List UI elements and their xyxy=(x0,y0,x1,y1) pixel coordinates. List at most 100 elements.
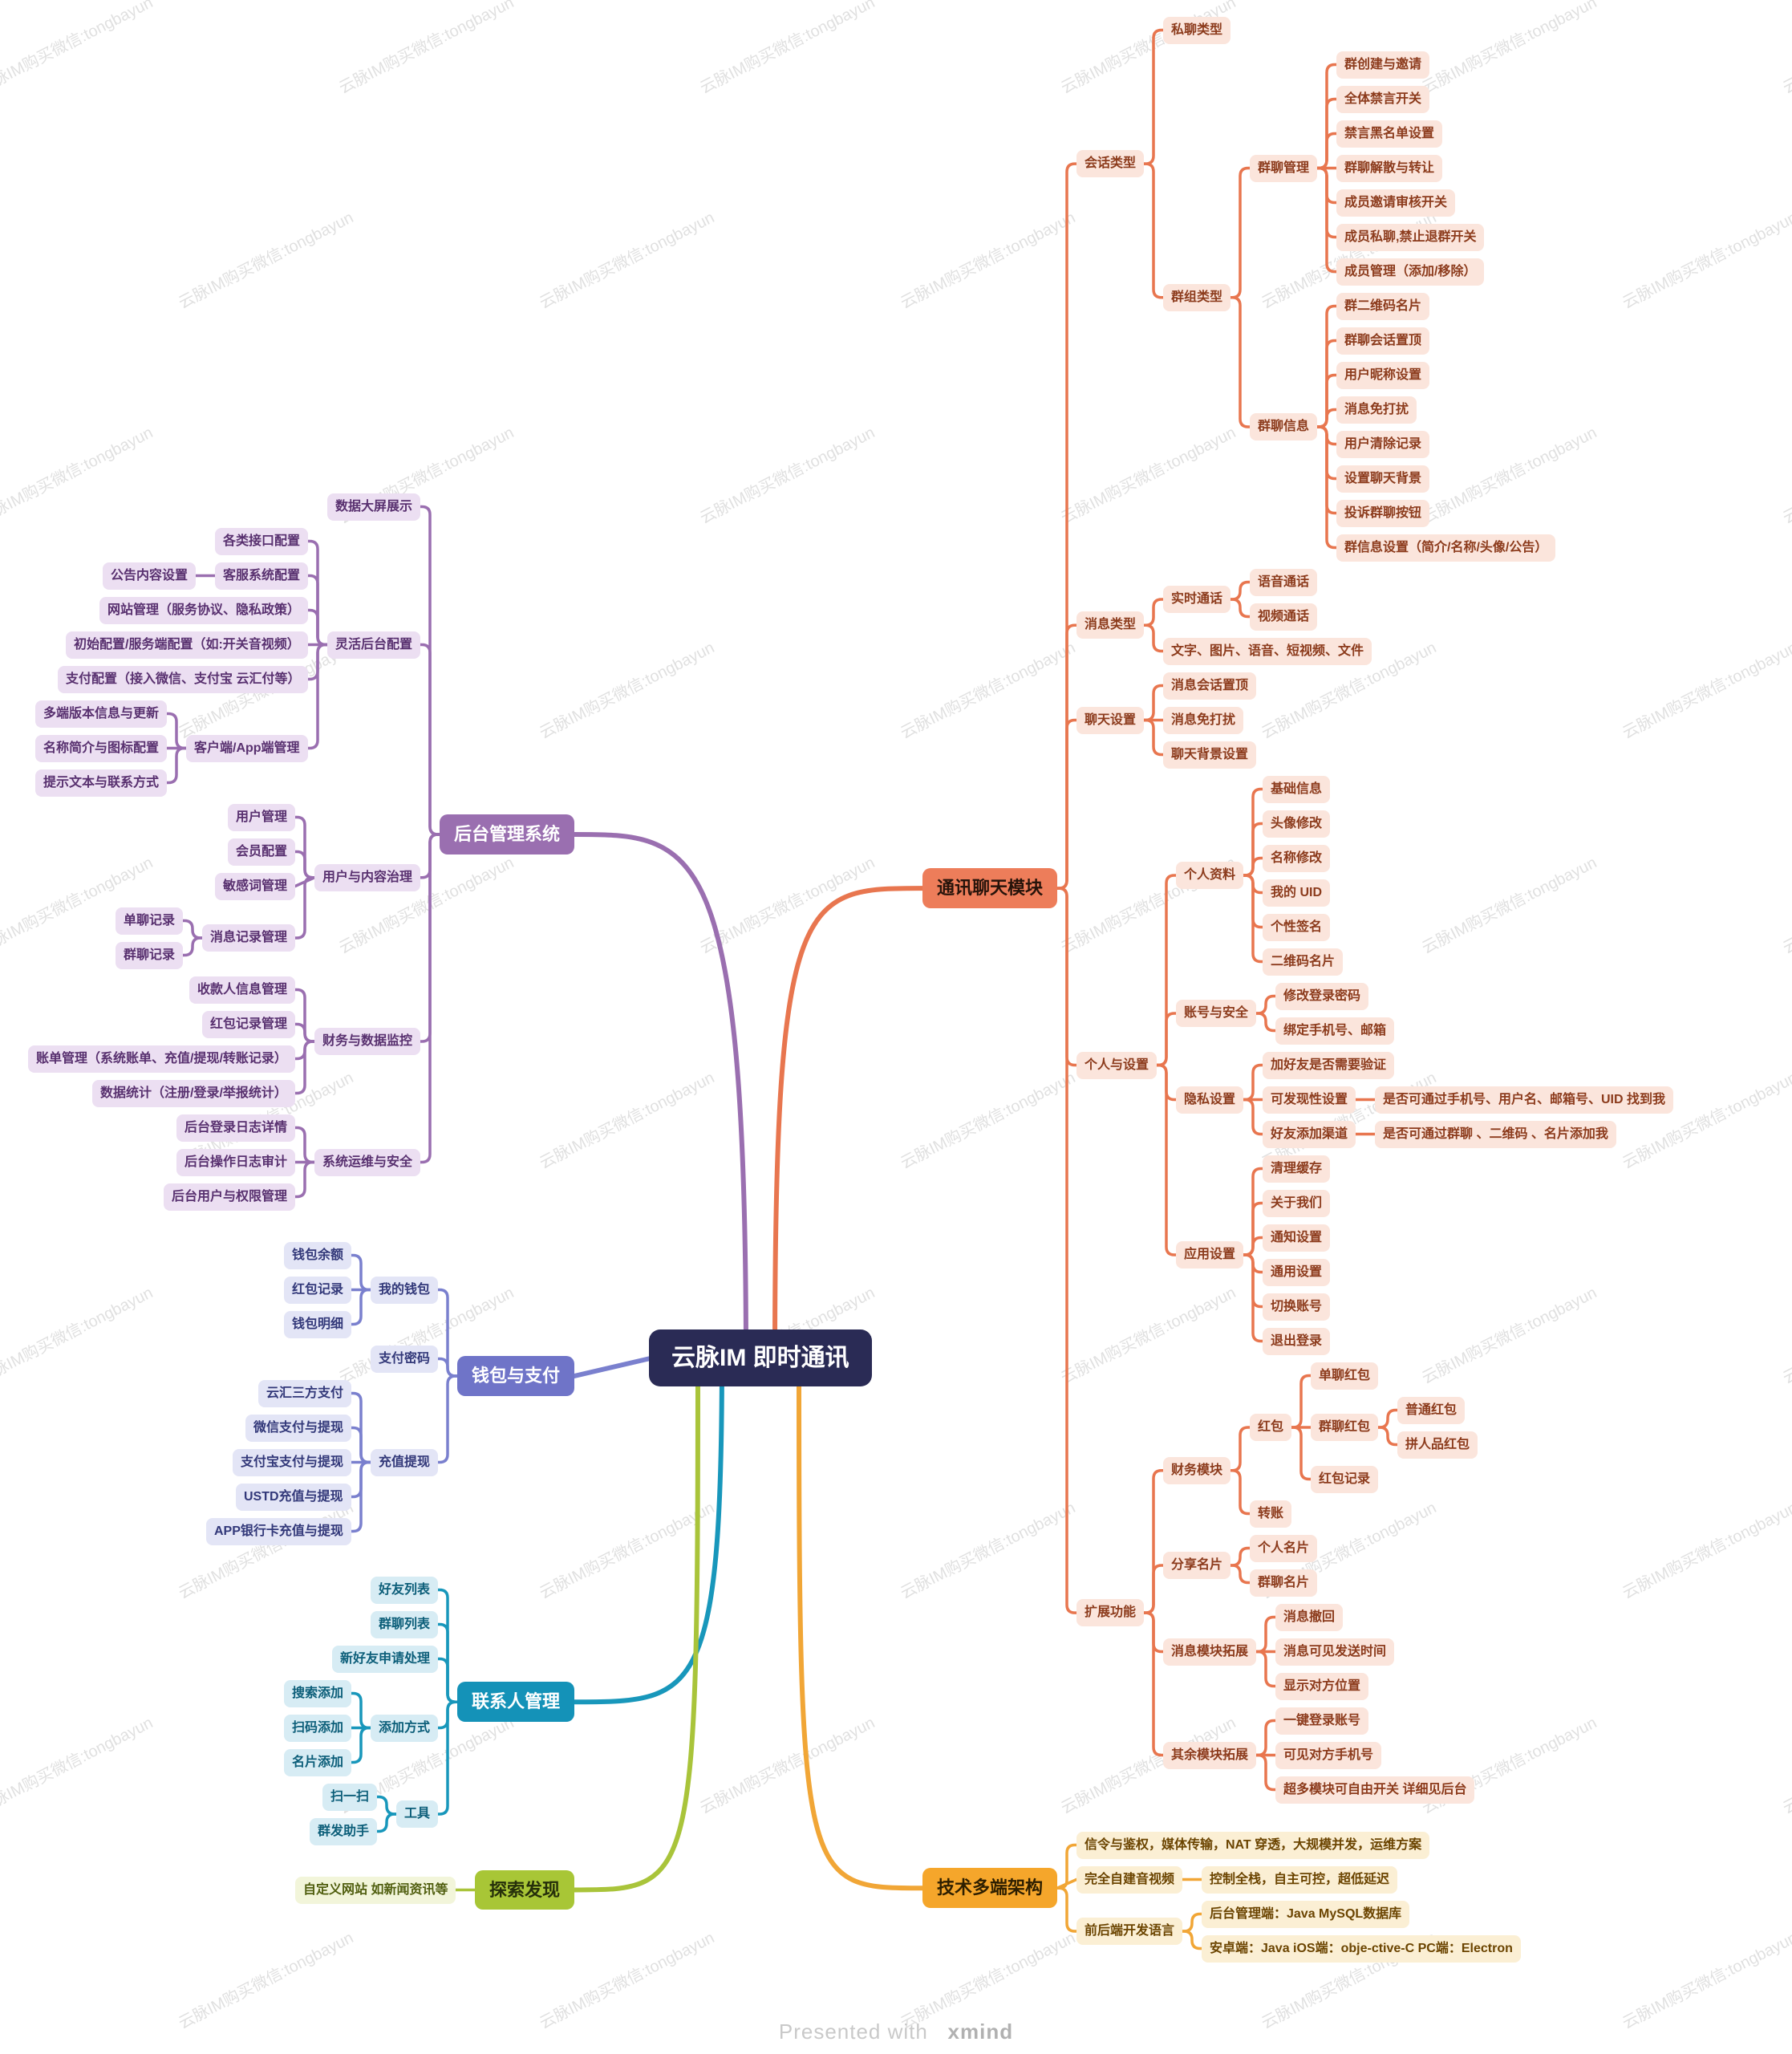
topic-node[interactable]: 用户管理 xyxy=(228,803,296,831)
topic-node[interactable]: 群聊解散与转让 xyxy=(1336,154,1443,182)
topic-node[interactable]: 红包 xyxy=(1250,1414,1292,1441)
topic-node[interactable]: 数据大屏展示 xyxy=(327,493,421,521)
topic-node[interactable]: 视频通话 xyxy=(1250,603,1318,631)
topic-node[interactable]: 客户端/App端管理 xyxy=(186,734,308,762)
topic-node[interactable]: 群信息设置（简介/名称/头像/公告） xyxy=(1336,534,1556,562)
branch-node[interactable]: 技术多端架构 xyxy=(922,1868,1058,1908)
topic-node[interactable]: 名称简介与图标配置 xyxy=(35,734,168,762)
topic-node[interactable]: 用户清除记录 xyxy=(1336,430,1430,458)
topic-node[interactable]: 收款人信息管理 xyxy=(189,976,296,1004)
topic-node[interactable]: 后台管理端：Java MySQL数据库 xyxy=(1202,1900,1410,1928)
topic-node[interactable]: 扩展功能 xyxy=(1076,1599,1145,1627)
topic-node[interactable]: 灵活后台配置 xyxy=(327,631,421,659)
topic-node[interactable]: 财务模块 xyxy=(1163,1456,1231,1484)
topic-node[interactable]: 绑定手机号、邮箱 xyxy=(1275,1017,1395,1045)
topic-node[interactable]: 成员管理（添加/移除） xyxy=(1336,258,1485,286)
topic-node[interactable]: 用户昵称设置 xyxy=(1336,361,1430,389)
topic-node[interactable]: 一键登录账号 xyxy=(1275,1707,1369,1735)
branch-node[interactable]: 钱包与支付 xyxy=(457,1356,575,1396)
topic-node[interactable]: 消息类型 xyxy=(1076,611,1145,639)
topic-node[interactable]: 后台用户与权限管理 xyxy=(164,1183,296,1211)
topic-node[interactable]: 客服系统配置 xyxy=(215,562,309,590)
topic-node[interactable]: 超多模块可自由开关 详细见后台 xyxy=(1275,1776,1475,1804)
branch-node[interactable]: 通讯聊天模块 xyxy=(922,868,1058,908)
topic-node[interactable]: 后台操作日志审计 xyxy=(176,1148,296,1176)
topic-node[interactable]: 是否可通过群聊 、二维码 、名片添加我 xyxy=(1375,1120,1616,1148)
topic-node[interactable]: 修改登录密码 xyxy=(1275,982,1369,1010)
topic-node[interactable]: 设置聊天背景 xyxy=(1336,465,1430,493)
topic-node[interactable]: 通用设置 xyxy=(1263,1258,1331,1286)
topic-node[interactable]: 云汇三方支付 xyxy=(258,1379,352,1407)
topic-node[interactable]: 安卓端：Java iOS端：obje-ctive-C PC端：Electron xyxy=(1202,1934,1521,1963)
topic-node[interactable]: 钱包明细 xyxy=(284,1310,352,1338)
topic-node[interactable]: 个人名片 xyxy=(1250,1534,1318,1562)
topic-node[interactable]: 禁言黑名单设置 xyxy=(1336,120,1443,148)
topic-node[interactable]: 扫一扫 xyxy=(322,1783,378,1811)
topic-node[interactable]: 群创建与邀请 xyxy=(1336,51,1430,79)
topic-node[interactable]: 聊天设置 xyxy=(1076,706,1145,734)
topic-node[interactable]: 我的钱包 xyxy=(371,1276,439,1304)
topic-node[interactable]: 消息免打扰 xyxy=(1163,706,1244,734)
topic-node[interactable]: 提示文本与联系方式 xyxy=(35,769,168,797)
topic-node[interactable]: 关于我们 xyxy=(1263,1189,1331,1217)
topic-node[interactable]: 前后端开发语言 xyxy=(1076,1918,1183,1945)
topic-node[interactable]: 好友添加渠道 xyxy=(1263,1120,1356,1148)
topic-node[interactable]: 好友列表 xyxy=(371,1576,439,1604)
topic-node[interactable]: 群聊红包 xyxy=(1311,1414,1379,1441)
topic-node[interactable]: 用户与内容治理 xyxy=(314,863,421,891)
topic-node[interactable]: USTD充值与提现 xyxy=(236,1483,351,1511)
topic-node[interactable]: 加好友是否需要验证 xyxy=(1263,1051,1395,1079)
topic-node[interactable]: 个人资料 xyxy=(1176,862,1244,889)
topic-node[interactable]: 群聊列表 xyxy=(371,1610,439,1638)
topic-node[interactable]: 账号与安全 xyxy=(1176,1000,1257,1027)
topic-node[interactable]: 语音通话 xyxy=(1250,568,1318,596)
topic-node[interactable]: 消息会话置顶 xyxy=(1163,672,1257,700)
topic-node[interactable]: 私聊类型 xyxy=(1163,16,1231,44)
topic-node[interactable]: 群聊会话置顶 xyxy=(1336,327,1430,355)
topic-node[interactable]: 自定义网站 如新闻资讯等 xyxy=(295,1876,456,1904)
topic-node[interactable]: 支付配置（接入微信、支付宝 云汇付等） xyxy=(58,665,309,693)
topic-node[interactable]: 成员邀请审核开关 xyxy=(1336,189,1456,217)
topic-node[interactable]: 初始配置/服务端配置（如:开关音视频） xyxy=(66,631,308,659)
topic-node[interactable]: 群聊管理 xyxy=(1250,154,1318,182)
topic-node[interactable]: 单聊红包 xyxy=(1311,1362,1379,1390)
topic-node[interactable]: 可见对方手机号 xyxy=(1275,1741,1382,1769)
topic-node[interactable]: 通知设置 xyxy=(1263,1224,1331,1252)
topic-node[interactable]: 群聊记录 xyxy=(116,941,184,969)
branch-node[interactable]: 探索发现 xyxy=(475,1869,575,1910)
topic-node[interactable]: 各类接口配置 xyxy=(215,527,309,555)
topic-node[interactable]: 清理缓存 xyxy=(1263,1155,1331,1183)
topic-node[interactable]: 隐私设置 xyxy=(1176,1086,1244,1114)
topic-node[interactable]: 多端版本信息与更新 xyxy=(35,700,168,728)
topic-node[interactable]: 转账 xyxy=(1250,1500,1292,1528)
topic-node[interactable]: 普通红包 xyxy=(1397,1396,1466,1424)
topic-node[interactable]: 投诉群聊按钮 xyxy=(1336,499,1430,527)
topic-node[interactable]: 应用设置 xyxy=(1176,1241,1244,1269)
topic-node[interactable]: APP银行卡充值与提现 xyxy=(206,1517,351,1545)
topic-node[interactable]: 红包记录 xyxy=(1311,1465,1379,1493)
topic-node[interactable]: 添加方式 xyxy=(371,1714,439,1742)
topic-node[interactable]: 财务与数据监控 xyxy=(314,1028,421,1055)
topic-node[interactable]: 扫码添加 xyxy=(284,1714,352,1742)
topic-node[interactable]: 群聊信息 xyxy=(1250,413,1318,440)
topic-node[interactable]: 控制全栈，自主可控，超低延迟 xyxy=(1202,1865,1398,1894)
topic-node[interactable]: 系统运维与安全 xyxy=(314,1148,421,1176)
topic-node[interactable]: 是否可通过手机号、用户名、邮箱号、UID 找到我 xyxy=(1375,1086,1674,1114)
topic-node[interactable]: 全体禁言开关 xyxy=(1336,85,1430,113)
topic-node[interactable]: 微信支付与提现 xyxy=(245,1414,352,1442)
topic-node[interactable]: 支付宝支付与提现 xyxy=(233,1448,352,1476)
topic-node[interactable]: 账单管理（系统账单、充值/提现/转账记录） xyxy=(28,1045,295,1073)
topic-node[interactable]: 消息模块拓展 xyxy=(1163,1638,1257,1666)
topic-node[interactable]: 数据统计（注册/登录/举报统计） xyxy=(92,1079,295,1107)
topic-node[interactable]: 文字、图片、语音、短视频、文件 xyxy=(1163,637,1372,665)
topic-node[interactable]: 会话类型 xyxy=(1076,150,1145,178)
topic-node[interactable]: 退出登录 xyxy=(1263,1327,1331,1355)
topic-node[interactable]: 名片添加 xyxy=(284,1748,352,1776)
topic-node[interactable]: 成员私聊,禁止退群开关 xyxy=(1336,223,1485,251)
topic-node[interactable]: 基础信息 xyxy=(1263,775,1331,803)
topic-node[interactable]: 红包记录管理 xyxy=(202,1010,296,1038)
topic-node[interactable]: 头像修改 xyxy=(1263,810,1331,838)
topic-node[interactable]: 消息免打扰 xyxy=(1336,396,1417,424)
topic-node[interactable]: 敏感词管理 xyxy=(215,872,296,900)
topic-node[interactable]: 个人与设置 xyxy=(1076,1051,1158,1079)
